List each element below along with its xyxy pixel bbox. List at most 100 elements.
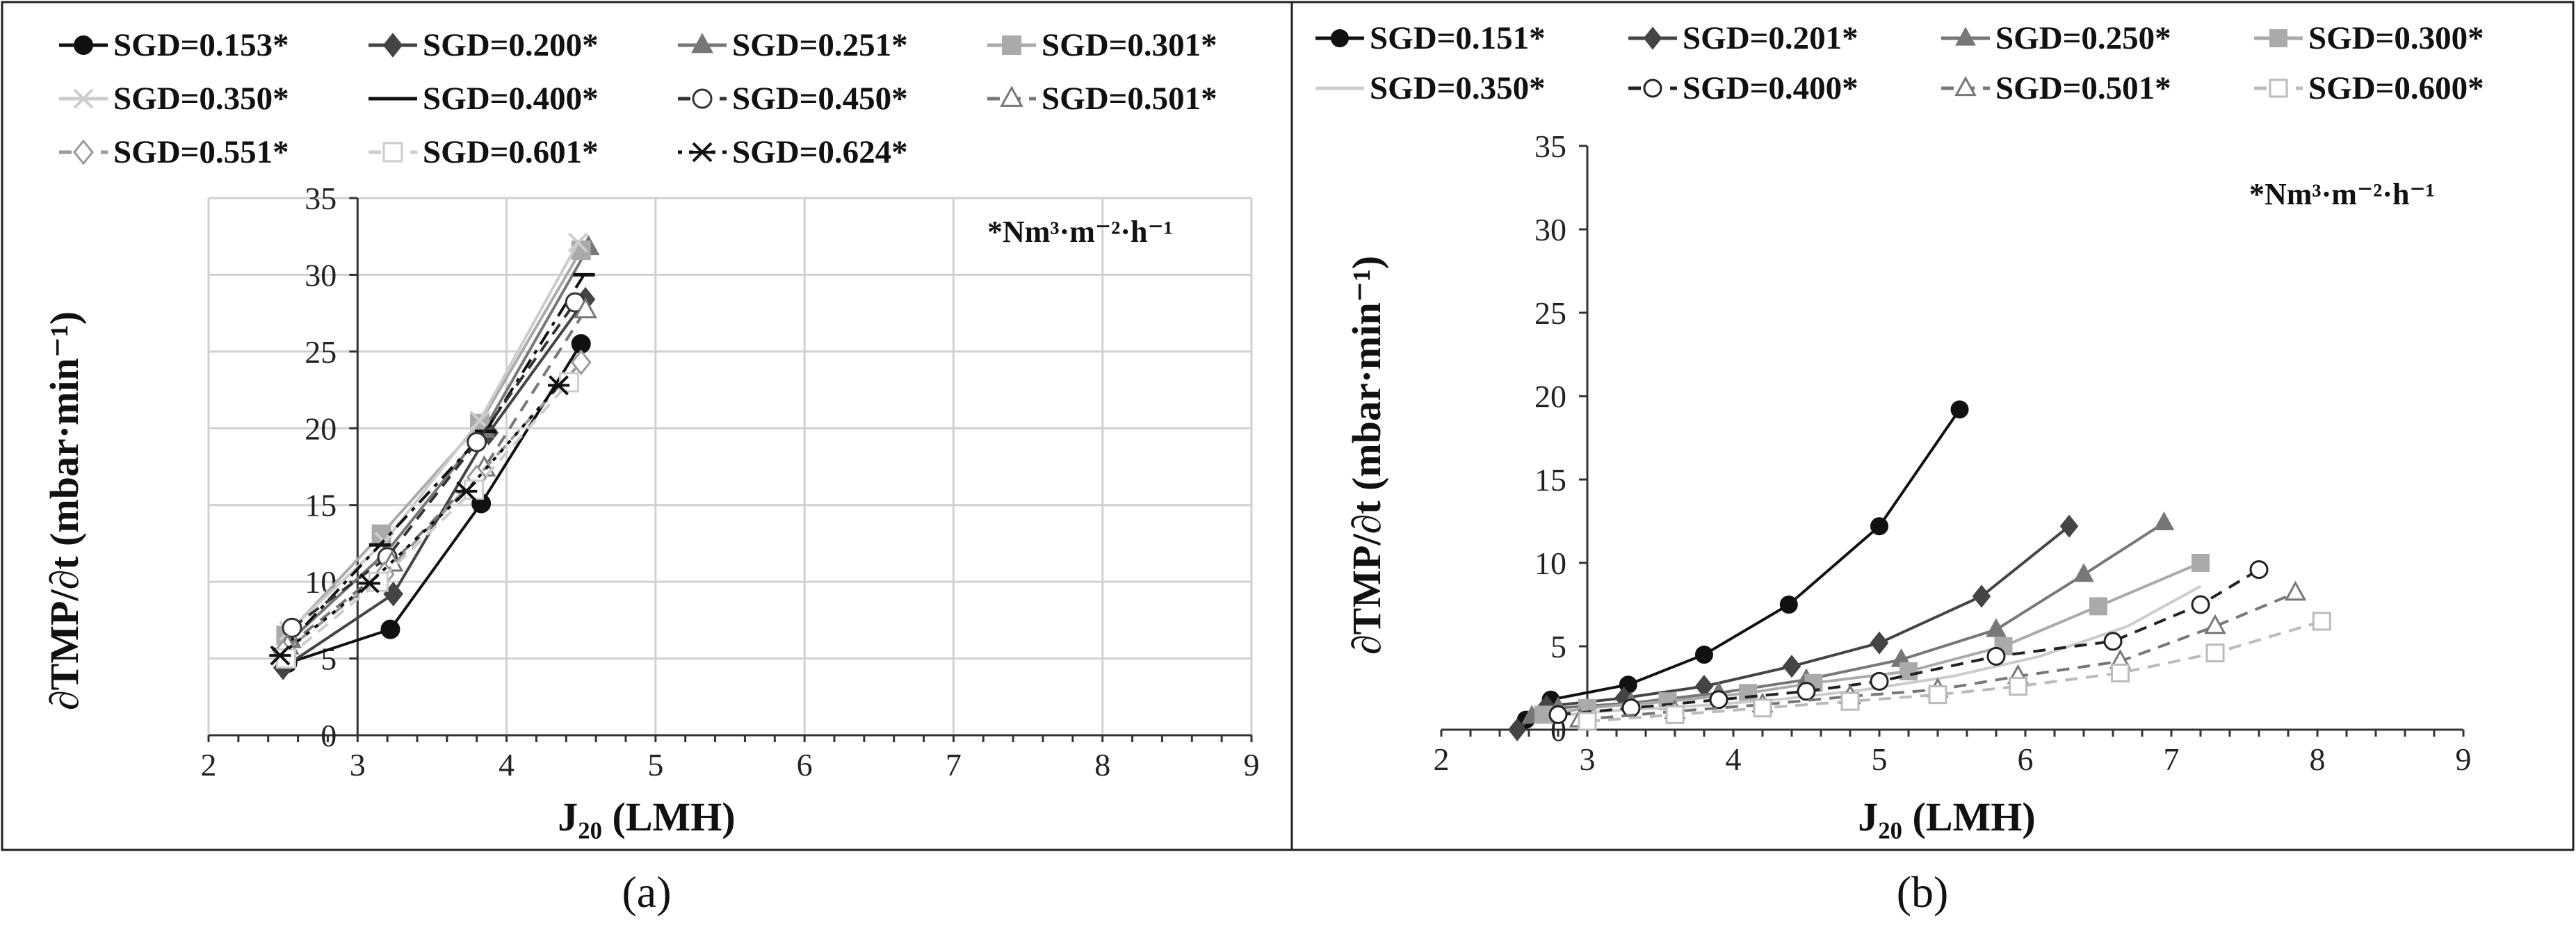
panel-b: SGD=0.151* SGD=0.201* SGD=0.250* SGD=0.300*… (1290, 1, 2575, 851)
panel-b-y-tick-label-3: 15 (1534, 462, 1566, 498)
panel-a-legend-label-9: SGD=0.601* (423, 134, 599, 170)
panel-a-series-0-point-1 (380, 619, 400, 639)
panel-b-legend-item-4: SGD=0.350* (1315, 70, 1546, 106)
panel-a-legend-marker-4 (73, 88, 94, 109)
panel-b-legend-marker-1 (1643, 26, 1662, 50)
panel-b-legend-label-2: SGD=0.250* (1995, 20, 2171, 56)
panel-a-series-9-point-0 (275, 648, 296, 669)
panel-b-legend-item-6: SGD=0.501* (1941, 70, 2171, 106)
panel-a-legend-label-3: SGD=0.301* (1042, 27, 1217, 63)
panel-a-legend-label-2: SGD=0.251* (732, 27, 908, 63)
panel-a-y-axis-label: ∂TMP/∂t (mbar·min⁻¹) (42, 311, 87, 710)
panel-a-series-6-point-2 (467, 432, 487, 452)
panel-b-legend: SGD=0.151* SGD=0.201* SGD=0.250* SGD=0.300*… (1315, 20, 2484, 106)
panel-a-series-line-2 (289, 246, 590, 641)
panel-b-series-0-point-6 (1950, 400, 1969, 419)
panel-b-series-line-3 (1543, 562, 2201, 716)
panel-a-y-tick-label-2: 10 (305, 564, 337, 600)
panel-b-x-tick-label-6: 8 (2310, 742, 2326, 777)
panel-a-legend-marker-2 (691, 33, 713, 54)
panel-a-y-tick-label-5: 25 (305, 334, 337, 370)
panel-b-series-1-point-5 (1870, 631, 1889, 655)
panel-a-legend: SGD=0.153* SGD=0.200* SGD=0.251* SGD=0.301*… (59, 27, 1217, 170)
panel-a-legend-item-7: SGD=0.501* (987, 81, 1217, 117)
panel-a-y-tick-label-7: 35 (305, 181, 337, 216)
panel-a-legend-item-1: SGD=0.200* (368, 27, 599, 63)
panel-b-y-tick-label-2: 10 (1534, 546, 1566, 581)
panel-b-unit-note: *Nm³·m⁻²·h⁻¹ (2249, 177, 2435, 211)
panel-a-legend-label-8: SGD=0.551* (113, 134, 289, 170)
panel-b-series-5-point-3 (1797, 682, 1816, 701)
panel-a-legend-item-3: SGD=0.301* (987, 27, 1217, 63)
panel-b-legend-item-3: SGD=0.300* (2254, 20, 2484, 56)
panel-a-series-line-4 (288, 242, 580, 632)
panel-b-legend-item-2: SGD=0.250* (1941, 20, 2171, 56)
panel-a-unit-note: *Nm³·m⁻²·h⁻¹ (987, 215, 1173, 249)
panel-b-series (1507, 400, 2331, 742)
panel-a-legend-label-1: SGD=0.200* (423, 27, 599, 63)
panel-b-x-tick-label-7: 9 (2456, 742, 2472, 777)
panel-a-y-tick-label-3: 15 (305, 488, 337, 523)
panel-b-series-5-point-5 (1986, 646, 2006, 666)
panel-b-y-tick-label-6: 30 (1534, 212, 1566, 247)
panel-a-legend-marker-10 (691, 142, 713, 163)
panel-b-series-3-point-8 (2192, 554, 2210, 572)
panel-a-y-tick-label-0: 0 (321, 718, 337, 753)
panel-b-legend-label-6: SGD=0.501* (1995, 70, 2171, 106)
panel-b-legend-label-3: SGD=0.300* (2308, 20, 2484, 56)
panel-b-series-7-point-8 (2312, 612, 2331, 631)
panel-a-x-tick-label-7: 9 (1244, 747, 1260, 783)
panel-b-legend-item-5: SGD=0.400* (1628, 70, 1858, 106)
panel-b-frame (1290, 1, 2575, 851)
panel-a-x-tick-label-2: 4 (499, 747, 515, 783)
panel-b-series-7-point-3 (1840, 691, 1860, 711)
panel-b-series-0-point-3 (1695, 646, 1713, 664)
panel-b-legend-item-7: SGD=0.600* (2254, 70, 2484, 106)
panel-a-legend-marker-0 (74, 35, 93, 55)
panel-a-legend-marker-1 (382, 33, 403, 58)
panel-b-legend-label-5: SGD=0.400* (1683, 70, 1858, 106)
panel-a-legend-label-10: SGD=0.624* (732, 134, 908, 170)
panel-b-series-0-point-5 (1870, 517, 1888, 536)
panel-b-x-tick-label-4: 6 (2018, 742, 2034, 777)
panel-a-legend-label-7: SGD=0.501* (1042, 81, 1217, 117)
panel-a-legend-label-5: SGD=0.400* (423, 81, 599, 117)
panel-a-x-axis-label: J₂₀ (LMH) (558, 794, 735, 839)
panel-b-series-5-point-6 (2103, 632, 2123, 651)
panel-b-legend-label-4: SGD=0.350* (1370, 70, 1546, 106)
panel-a-legend-item-4: SGD=0.350* (59, 81, 289, 117)
panel-b-legend-label-0: SGD=0.151* (1370, 20, 1546, 56)
panel-a-series-10-point-3 (547, 375, 570, 395)
panel-b-series-5-point-4 (1870, 671, 1889, 691)
panel-b-series-5-point-0 (1548, 705, 1568, 724)
panel-b-series-3-point-5 (1899, 662, 1918, 680)
panel-b-series-3-point-7 (2089, 597, 2107, 616)
panel-a-legend-label-0: SGD=0.153* (113, 27, 289, 63)
panel-b-series-2-point-8 (2153, 511, 2175, 530)
panel-b-series-7-point-1 (1665, 705, 1685, 724)
panel-b-legend-label-7: SGD=0.600* (2308, 70, 2484, 106)
panel-b-series-5-point-2 (1709, 690, 1728, 710)
panel-b-x-tick-label-2: 4 (1726, 742, 1742, 777)
panel-a-legend-item-2: SGD=0.251* (678, 27, 908, 63)
panel-b-series-6-point-7 (2204, 614, 2226, 634)
panel-a-legend-marker-9 (382, 142, 403, 163)
panel-a-series-line-10 (279, 384, 560, 657)
panel-b-series-7-point-7 (2205, 644, 2225, 663)
panel-a-series-line-9 (285, 381, 571, 660)
panel-a-series (269, 232, 600, 680)
panel-b-series-7-point-0 (1578, 712, 1597, 731)
panel-b-y-tick-label-5: 25 (1534, 295, 1566, 331)
panel-a-legend-marker-7 (1000, 85, 1023, 107)
panel-b-x-axis-label: J₂₀ (LMH) (1858, 794, 2035, 839)
panel-a-x-tick-label-0: 2 (201, 747, 217, 783)
panel-b-x-tick-label-5: 7 (2164, 742, 2180, 777)
panel-a-legend-marker-8 (73, 139, 94, 165)
panel-a-series-line-6 (291, 302, 576, 630)
panel-a-legend-marker-3 (1002, 35, 1021, 55)
panel-a-legend-item-6: SGD=0.450* (678, 81, 908, 117)
panel-b-caption: (b) (1897, 867, 1949, 917)
panel-a-y-tick-label-6: 30 (305, 257, 337, 293)
panel-a-y-tick-label-4: 20 (305, 411, 337, 446)
